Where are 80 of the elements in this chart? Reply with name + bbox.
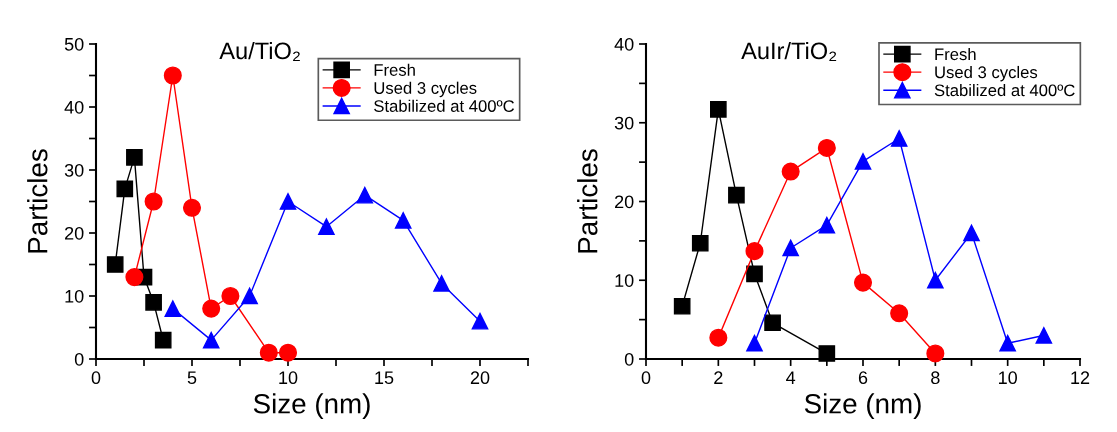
y-axis-title: Particles [577,149,598,253]
point [854,153,872,170]
x-tick-label: 8 [931,371,940,385]
chart-title: Au/TiO₂ [219,41,300,62]
y-tick-label: 10 [615,274,634,287]
point [926,271,944,289]
point [125,268,144,287]
point [318,218,335,236]
x-tick-label: 15 [375,371,394,385]
point [394,212,412,229]
y-tick-label: 20 [615,195,634,209]
point [764,314,781,332]
legend-label: Used 3 cycles [374,81,477,98]
x-axis-title: Size (nm) [253,393,370,420]
x-tick-label: 0 [91,371,101,385]
point [182,198,202,217]
point [728,186,745,204]
point [259,343,278,362]
point [746,265,763,283]
legend-label: Stabilized at 400ºC [934,83,1075,97]
point [817,138,836,157]
y-tick-label: 10 [65,289,84,303]
point [745,242,764,261]
point [144,192,163,211]
point [106,256,124,273]
point [154,331,172,349]
point [471,312,489,330]
point [163,66,182,85]
x-tick-label: 20 [470,371,490,385]
x-tick-label: 12 [1071,371,1090,384]
point [890,130,908,147]
point [202,299,221,318]
y-tick-label: 40 [614,37,634,51]
x-axis-title: Size (nm) [804,393,921,420]
legend-label: Fresh [374,63,415,76]
point [709,101,727,118]
y-tick-label: 0 [624,352,634,366]
x-tick-label: 10 [999,371,1017,385]
point [746,334,763,352]
point [279,193,297,210]
point [241,287,258,305]
point [673,297,691,315]
point [926,344,945,363]
point [818,216,836,234]
point [221,286,240,306]
y-tick-label: 40 [64,100,84,114]
x-tick-label: 10 [279,371,298,385]
point [818,345,836,362]
x-tick-label: 5 [187,371,197,385]
chart-title: AuIr/TiO₂ [741,41,837,62]
point [145,293,162,311]
x-tick-label: 6 [858,371,868,385]
point [963,224,980,242]
point [433,275,450,292]
point [781,162,800,181]
point [126,149,143,166]
point [709,328,728,347]
x-tick-label: 0 [641,371,651,385]
legend-label: Fresh [935,47,976,61]
point [278,343,298,362]
y-axis-title: Particles [27,149,48,253]
legend-label: Used 3 cycles [935,65,1038,82]
point [164,300,182,317]
point [202,331,220,349]
y-tick-label: 30 [614,116,634,130]
y-tick-label: 0 [74,352,84,366]
point [853,273,873,292]
y-tick-label: 30 [64,163,84,177]
x-tick-label: 4 [786,371,796,384]
point [890,304,909,323]
point [1035,327,1053,344]
point [691,234,709,252]
y-tick-label: 50 [64,37,84,51]
y-tick-label: 20 [65,226,84,240]
point [116,180,134,198]
legend-label: Stabilized at 400ºC [374,99,515,112]
x-tick-label: 2 [714,371,723,384]
point [782,239,800,257]
point [999,334,1017,352]
point [356,186,374,204]
